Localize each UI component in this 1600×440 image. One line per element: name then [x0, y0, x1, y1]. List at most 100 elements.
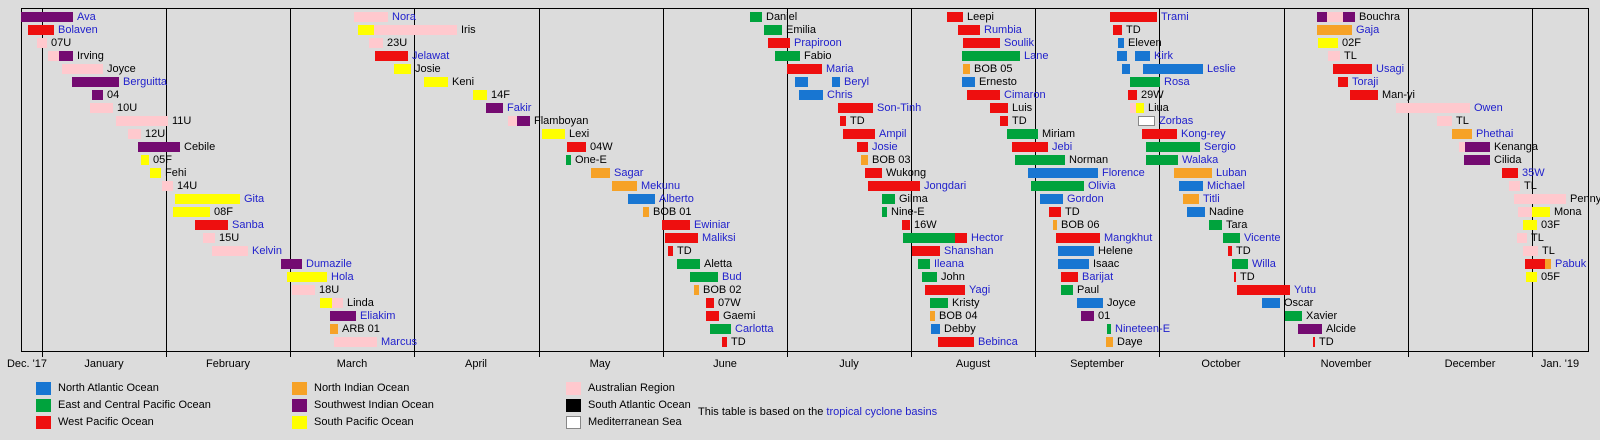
month-label-november: November: [1320, 358, 1372, 370]
storm-label[interactable]: Willa: [1252, 258, 1276, 270]
storm-label[interactable]: Kelvin: [252, 245, 282, 257]
storm-label[interactable]: Gordon: [1067, 193, 1104, 205]
legend-swatch-na: [36, 382, 51, 395]
storm-label[interactable]: Maria: [826, 63, 854, 75]
storm-label[interactable]: Barijat: [1082, 271, 1114, 283]
storm-label[interactable]: Sagar: [614, 167, 644, 179]
storm-label[interactable]: Ewiniar: [694, 219, 731, 231]
storm-bar-segment: [375, 51, 408, 61]
storm-label[interactable]: Son-Tinh: [877, 102, 922, 114]
storm-label: 16W: [914, 219, 937, 231]
axis-tick: [290, 352, 291, 357]
storm-label[interactable]: Pabuk: [1555, 258, 1587, 270]
storm-label[interactable]: Mangkhut: [1104, 232, 1153, 244]
storm-label[interactable]: Rosa: [1164, 76, 1190, 88]
storm-label[interactable]: Jongdari: [924, 180, 967, 192]
storm-label: Nadine: [1209, 206, 1244, 218]
storm-label[interactable]: Bebinca: [978, 336, 1018, 348]
storm-bar-segment: [1517, 233, 1527, 243]
storm-label[interactable]: Berguitta: [123, 76, 168, 88]
storm-label[interactable]: Beryl: [844, 76, 870, 88]
storm-label[interactable]: Phethai: [1476, 128, 1514, 140]
storm-label[interactable]: Yagi: [969, 284, 991, 296]
storm-label: Paul: [1077, 284, 1100, 296]
storm-label: TD: [850, 115, 865, 127]
storm-label[interactable]: Cimaron: [1004, 89, 1046, 101]
storm-label[interactable]: Michael: [1207, 180, 1245, 192]
storm-label[interactable]: Lane: [1024, 50, 1049, 62]
month-gridline: [787, 8, 788, 352]
legend-label: East and Central Pacific Ocean: [58, 399, 211, 411]
month-label-september: September: [1070, 358, 1124, 370]
storm-label[interactable]: Kirk: [1154, 50, 1173, 62]
storm-label[interactable]: Olivia: [1088, 180, 1116, 192]
storm-label[interactable]: Gaja: [1356, 24, 1380, 36]
storm-bar-segment: [175, 194, 240, 204]
storm-bar-segment: [1518, 207, 1532, 217]
storm-label: Alcide: [1326, 323, 1356, 335]
storm-label[interactable]: Soulik: [1004, 37, 1034, 49]
storm-label[interactable]: Bolaven: [58, 24, 98, 36]
storm-label[interactable]: 35W: [1522, 167, 1545, 179]
storm-label[interactable]: Jelawat: [412, 50, 450, 62]
storm-bar-segment: [1135, 51, 1150, 61]
storm-label[interactable]: Jebi: [1052, 141, 1073, 153]
storm-label[interactable]: Gita: [244, 193, 265, 205]
storm-label[interactable]: Mekunu: [641, 180, 681, 192]
storm-label[interactable]: Maliksi: [702, 232, 736, 244]
storm-label[interactable]: Toraji: [1352, 76, 1379, 88]
storm-label[interactable]: Rumbia: [984, 24, 1022, 36]
storm-bar-segment: [320, 298, 332, 308]
storm-label[interactable]: Yutu: [1294, 284, 1317, 296]
storm-label[interactable]: Vicente: [1244, 232, 1281, 244]
storm-label: Debby: [944, 323, 976, 335]
storm-label: TL: [1344, 50, 1357, 62]
storm-label[interactable]: Nora: [392, 11, 416, 23]
basins-note-link[interactable]: tropical cyclone basins: [826, 406, 938, 418]
storm-bar-segment: [28, 25, 54, 35]
storm-label[interactable]: Leslie: [1207, 63, 1236, 75]
storm-label[interactable]: Ampil: [879, 128, 907, 140]
storm-label[interactable]: Sergio: [1204, 141, 1236, 153]
storm-label[interactable]: Usagi: [1376, 63, 1405, 75]
storm-label[interactable]: Trami: [1161, 11, 1189, 23]
month-gridline: [414, 8, 415, 352]
storm-label[interactable]: Josie: [872, 141, 898, 153]
storm-label[interactable]: Eliakim: [360, 310, 396, 322]
storm-label[interactable]: Chris: [827, 89, 853, 101]
legend-swatch-ep: [36, 399, 51, 412]
storm-label[interactable]: Walaka: [1182, 154, 1219, 166]
storm-bar-segment: [962, 77, 975, 87]
storm-bar-segment: [1183, 194, 1199, 204]
storm-label[interactable]: Prapiroon: [794, 37, 842, 49]
legend-swatch-wp: [36, 416, 51, 429]
storm-label[interactable]: Alberto: [659, 193, 694, 205]
storm-label[interactable]: Kong-rey: [1181, 128, 1226, 140]
storm-label[interactable]: Florence: [1102, 167, 1145, 179]
storm-bar-segment: [1056, 233, 1100, 243]
storm-label[interactable]: Fakir: [507, 102, 532, 114]
storm-label[interactable]: Titli: [1203, 193, 1220, 205]
month-gridline: [663, 8, 664, 352]
storm-label[interactable]: Hector: [971, 232, 1004, 244]
storm-bar-segment: [787, 64, 822, 74]
storm-label[interactable]: Ileana: [934, 258, 964, 270]
storm-label[interactable]: Shanshan: [944, 245, 994, 257]
storm-bar-segment: [677, 259, 700, 269]
storm-label[interactable]: Bud: [722, 271, 742, 283]
storm-bar-segment: [1532, 207, 1550, 217]
storm-label[interactable]: Marcus: [381, 336, 418, 348]
storm-label[interactable]: Luban: [1216, 167, 1247, 179]
storm-label: BOB 01: [653, 206, 692, 218]
storm-label[interactable]: Dumazile: [306, 258, 352, 270]
storm-label[interactable]: Nineteen-E: [1115, 323, 1171, 335]
storm-label[interactable]: Hola: [331, 271, 354, 283]
storm-label: Leepi: [967, 11, 994, 23]
storm-label[interactable]: Ava: [77, 11, 96, 23]
storm-bar-segment: [750, 12, 762, 22]
storm-label: Bouchra: [1359, 11, 1400, 23]
storm-label[interactable]: Carlotta: [735, 323, 774, 335]
storm-label[interactable]: Sanba: [232, 219, 264, 231]
storm-label[interactable]: Owen: [1474, 102, 1503, 114]
storm-label[interactable]: Zorbas: [1159, 115, 1194, 127]
